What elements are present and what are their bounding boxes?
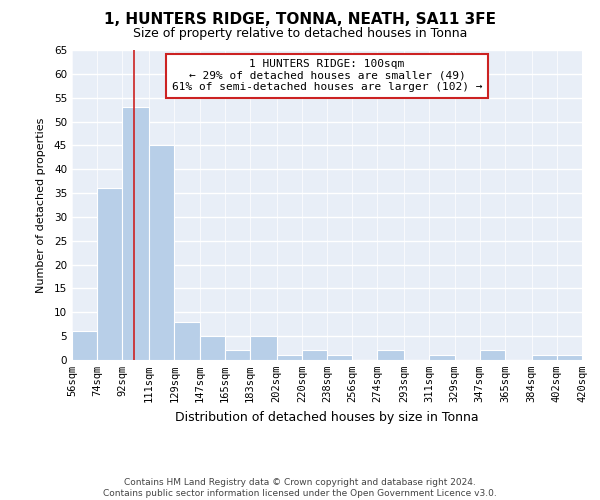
Bar: [532, 355, 557, 360]
Bar: [250, 336, 277, 360]
Bar: [149, 146, 174, 360]
Bar: [122, 107, 149, 360]
Bar: [429, 355, 455, 360]
Y-axis label: Number of detached properties: Number of detached properties: [35, 118, 46, 292]
X-axis label: Distribution of detached houses by size in Tonna: Distribution of detached houses by size …: [175, 410, 479, 424]
Text: 1, HUNTERS RIDGE, TONNA, NEATH, SA11 3FE: 1, HUNTERS RIDGE, TONNA, NEATH, SA11 3FE: [104, 12, 496, 28]
Text: 1 HUNTERS RIDGE: 100sqm
← 29% of detached houses are smaller (49)
61% of semi-de: 1 HUNTERS RIDGE: 100sqm ← 29% of detache…: [172, 60, 482, 92]
Bar: [97, 188, 122, 360]
Bar: [225, 350, 250, 360]
Bar: [277, 355, 302, 360]
Bar: [480, 350, 505, 360]
Bar: [557, 355, 582, 360]
Bar: [327, 355, 352, 360]
Bar: [174, 322, 200, 360]
Text: Contains HM Land Registry data © Crown copyright and database right 2024.
Contai: Contains HM Land Registry data © Crown c…: [103, 478, 497, 498]
Bar: [72, 332, 97, 360]
Bar: [377, 350, 404, 360]
Bar: [199, 336, 225, 360]
Text: Size of property relative to detached houses in Tonna: Size of property relative to detached ho…: [133, 28, 467, 40]
Bar: [302, 350, 327, 360]
